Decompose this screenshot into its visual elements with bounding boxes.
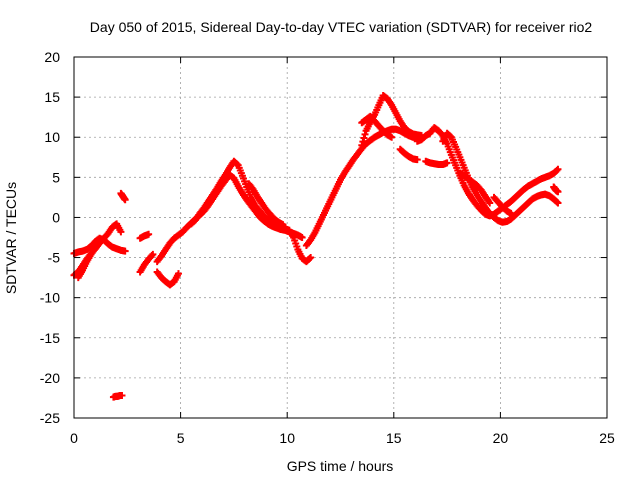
y-axis-ticks: -25 -20 -15 -10 -5 0 5 10 15 20 xyxy=(40,49,607,426)
y-tick-label: -20 xyxy=(40,370,60,386)
data-point xyxy=(298,234,306,241)
data-point xyxy=(117,228,125,236)
data-point xyxy=(554,165,562,173)
data-point xyxy=(359,138,367,146)
data-point xyxy=(388,133,396,141)
data-point xyxy=(307,254,315,262)
data-point xyxy=(553,198,561,206)
data-point xyxy=(507,209,515,217)
data-point xyxy=(121,196,129,204)
chart-title: Day 050 of 2015, Sidereal Day-to-day VTE… xyxy=(90,19,593,35)
x-tick-label: 15 xyxy=(386,430,402,446)
y-tick-label: 20 xyxy=(44,49,60,65)
data-point xyxy=(553,166,561,174)
x-axis-label: GPS time / hours xyxy=(287,458,394,474)
data-point xyxy=(443,159,451,167)
data-point xyxy=(360,134,368,142)
y-tick-label: 0 xyxy=(52,209,60,225)
x-tick-label: 0 xyxy=(70,430,78,446)
x-tick-label: 10 xyxy=(279,430,295,446)
y-tick-label: 15 xyxy=(44,89,60,105)
data-point xyxy=(554,188,562,196)
y-tick-label: 5 xyxy=(52,169,60,185)
data-point xyxy=(279,221,287,229)
y-tick-label: -5 xyxy=(48,250,61,266)
data-point xyxy=(96,238,104,246)
data-point xyxy=(149,250,157,258)
x-tick-label: 20 xyxy=(493,430,509,446)
data-point xyxy=(148,252,156,260)
data-point xyxy=(306,255,314,263)
data-point xyxy=(118,392,126,400)
data-point xyxy=(413,156,421,164)
x-tick-label: 25 xyxy=(599,430,615,446)
plot-frame xyxy=(73,56,608,419)
data-point xyxy=(486,199,494,207)
data-point xyxy=(121,247,129,255)
data-point xyxy=(174,270,182,278)
data-point xyxy=(361,130,369,138)
x-axis-ticks: 0 5 10 15 20 25 xyxy=(70,57,615,446)
y-tick-label: -25 xyxy=(40,410,60,426)
y-tick-label: -15 xyxy=(40,330,60,346)
y-tick-label: -10 xyxy=(40,290,60,306)
y-tick-label: 10 xyxy=(44,129,60,145)
data-point xyxy=(358,141,366,149)
data-point xyxy=(554,199,562,207)
grid xyxy=(74,57,607,418)
data-point xyxy=(145,230,153,238)
data-point xyxy=(233,160,241,168)
y-axis-label: SDTVAR / TECUs xyxy=(3,182,19,294)
x-tick-label: 5 xyxy=(177,430,185,446)
data-points xyxy=(70,92,562,401)
